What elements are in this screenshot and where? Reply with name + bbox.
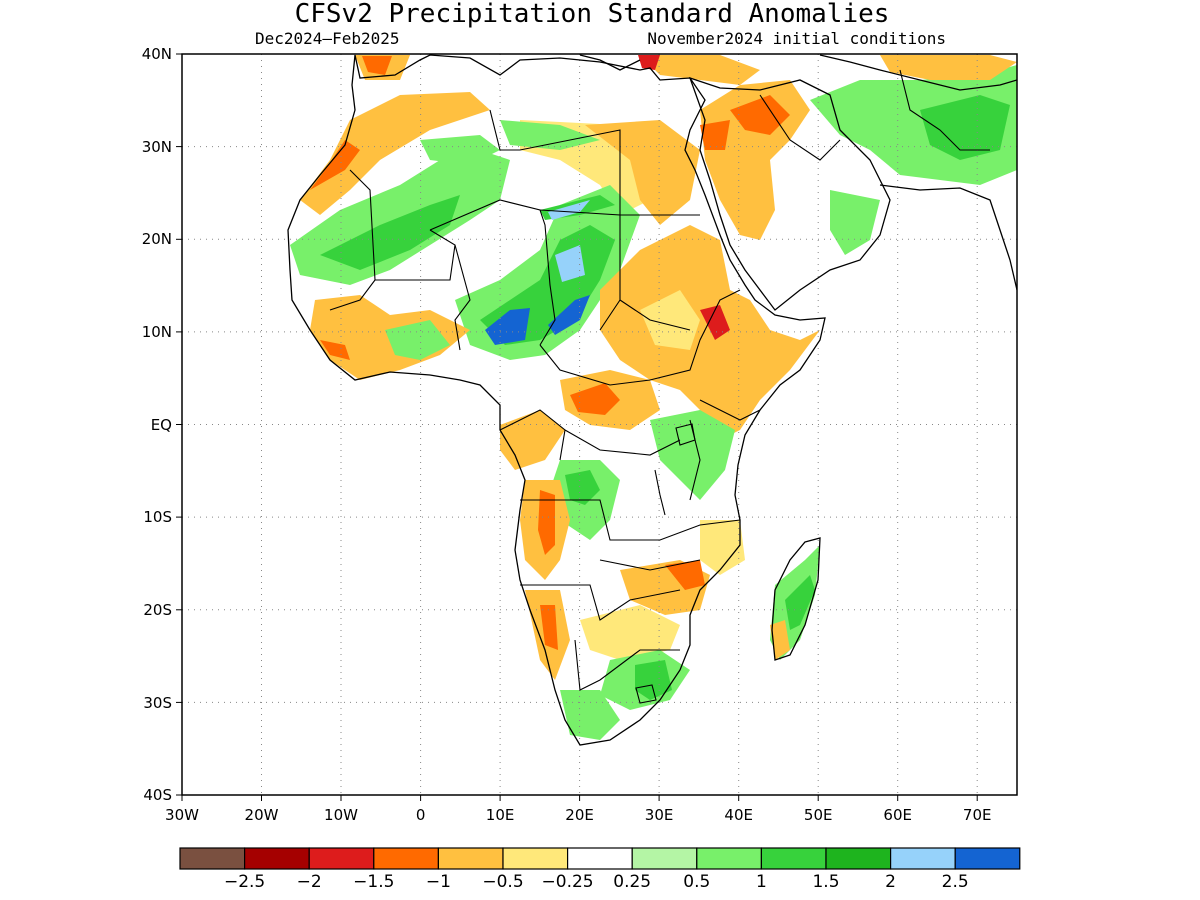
lon-label: 20E: [565, 806, 594, 824]
colorbar-label: 2.5: [942, 872, 969, 892]
forecast-period: Dec2024–Feb2025: [255, 29, 400, 48]
lon-label: 60E: [883, 806, 912, 824]
latitude-labels: 40N 30N 20N 10N EQ 10S 20S 30S 40S: [142, 45, 172, 804]
colorbar-label: −1: [426, 872, 451, 892]
anomaly-shading: [290, 55, 1017, 740]
lat-label: 10N: [142, 323, 172, 341]
longitude-labels: 30W 20W 10W 0 10E 20E 30E 40E 50E 60E 70…: [165, 806, 991, 824]
colorbar: −2.5 −2 −1.5 −1 −0.5 −0.25 0.25 0.5 1 1.5 2 2.5: [179, 847, 1021, 892]
lat-label: 20S: [143, 601, 172, 619]
colorbar-label: 0.5: [683, 872, 710, 892]
map-title: CFSv2 Precipitation Standard Anomalies: [295, 0, 890, 29]
colorbar-label: 1: [756, 872, 767, 892]
colorbar-label: −2: [297, 872, 322, 892]
ticks: [176, 53, 978, 801]
lon-label: 10W: [324, 806, 358, 824]
country-borders: [329, 69, 990, 691]
lon-label: 30E: [645, 806, 674, 824]
colorbar-label: 0.25: [613, 872, 651, 892]
colorbar-swatch: [308, 847, 375, 870]
coastlines: [287, 54, 1017, 746]
lon-label: 20W: [245, 806, 279, 824]
lat-label: EQ: [151, 416, 172, 434]
lat-label: 10S: [143, 508, 172, 526]
colorbar-swatch: [825, 847, 892, 870]
lon-label: 10E: [486, 806, 515, 824]
map-area: [182, 54, 1017, 795]
lon-label: 30W: [165, 806, 199, 824]
colorbar-label: −0.25: [542, 872, 594, 892]
colorbar-label: 2: [885, 872, 896, 892]
lat-label: 40S: [143, 786, 172, 804]
lat-label: 30N: [142, 138, 172, 156]
colorbar-swatch: [889, 847, 956, 870]
colorbar-label: −2.5: [224, 872, 265, 892]
lon-label: 50E: [804, 806, 833, 824]
colorbar-swatch: [954, 847, 1021, 870]
colorbar-label: −1.5: [353, 872, 394, 892]
colorbar-swatch: [437, 847, 504, 870]
colorbar-swatch: [502, 847, 569, 870]
colorbar-swatch: [566, 847, 633, 870]
lat-label: 30S: [143, 694, 172, 712]
colorbar-swatch: [244, 847, 310, 870]
lat-label: 40N: [142, 45, 172, 63]
lakes: [635, 423, 696, 704]
lat-label: 20N: [142, 230, 172, 248]
colorbar-label: 1.5: [812, 872, 839, 892]
colorbar-label: −0.5: [482, 872, 523, 892]
lon-label: 70E: [963, 806, 992, 824]
lon-label: 40E: [724, 806, 753, 824]
colorbar-swatch: [631, 847, 698, 870]
colorbar-swatch: [373, 847, 439, 870]
colorbar-swatch: [179, 847, 246, 870]
colorbar-swatch: [696, 847, 762, 870]
initial-conditions: November2024 initial conditions: [647, 29, 946, 48]
lon-label: 0: [416, 806, 426, 824]
colorbar-swatch: [760, 847, 827, 870]
